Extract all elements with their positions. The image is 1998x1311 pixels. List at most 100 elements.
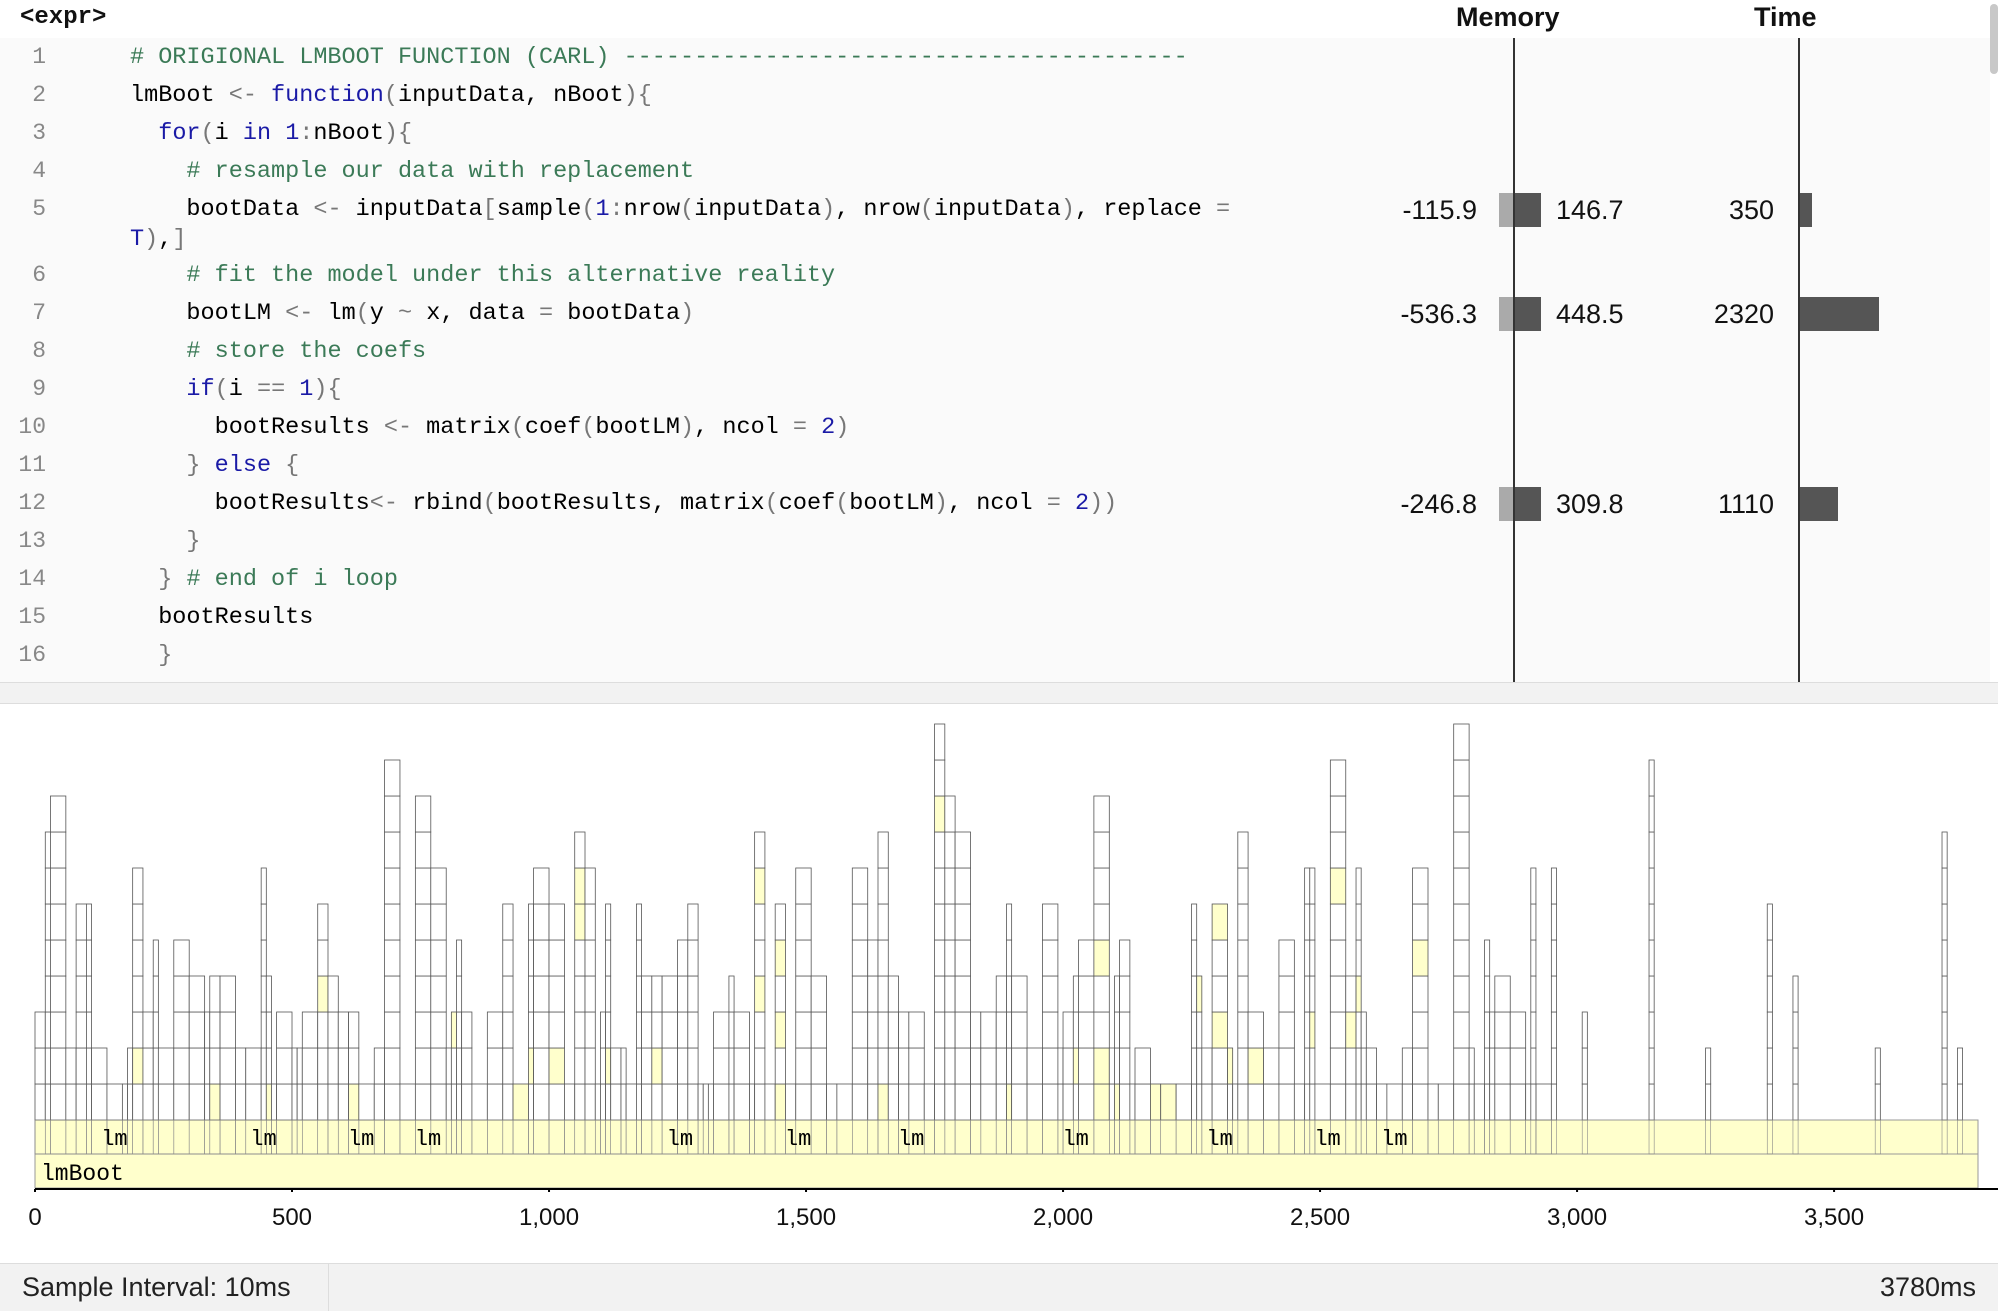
flame-frame[interactable] [34, 1047, 46, 1085]
flame-frame[interactable] [1412, 1047, 1429, 1085]
flame-frame[interactable] [1468, 1047, 1475, 1085]
flame-frame[interactable] [301, 1083, 319, 1121]
flame-frame[interactable] [1237, 1083, 1249, 1121]
flame-frame[interactable] [574, 975, 586, 1013]
flame-frame[interactable] [944, 1011, 956, 1049]
flame-frame[interactable] [934, 903, 946, 941]
flame-frame-divider[interactable] [1941, 1119, 1948, 1155]
flame-frame[interactable] [1509, 1011, 1527, 1049]
flame-frame[interactable] [1006, 1083, 1013, 1121]
flame-frame[interactable] [456, 1047, 463, 1085]
flame-frame[interactable] [1093, 1083, 1110, 1121]
flame-frame[interactable] [384, 975, 401, 1013]
flame-frame[interactable] [754, 867, 766, 905]
flame-frame[interactable] [1453, 1011, 1470, 1049]
flame-frame[interactable] [502, 1011, 514, 1049]
flame-frame[interactable] [944, 903, 956, 941]
flame-frame[interactable] [1412, 1011, 1429, 1049]
flame-frame[interactable] [754, 903, 766, 941]
flame-frame[interactable] [754, 975, 766, 1013]
flame-frame[interactable] [157, 1047, 175, 1085]
flame-frame[interactable] [651, 1047, 663, 1085]
flame-frame[interactable] [1093, 831, 1110, 869]
flame-frame[interactable] [486, 1047, 504, 1085]
code-scrollbar[interactable] [1990, 4, 1998, 74]
flame-frame[interactable] [795, 939, 812, 977]
flame-frame[interactable] [620, 1047, 627, 1085]
time-column-header[interactable]: Time [1754, 2, 1817, 32]
flame-frame[interactable] [1201, 1047, 1213, 1085]
flame-frame[interactable] [1530, 1047, 1537, 1085]
flame-frame[interactable] [764, 1083, 776, 1121]
flame-frame[interactable] [414, 1011, 432, 1049]
flame-frame[interactable] [677, 939, 689, 977]
flame-frame[interactable] [337, 1083, 349, 1121]
flame-frame-divider[interactable] [1530, 1119, 1537, 1155]
flame-frame[interactable] [923, 1083, 935, 1121]
flame-frame[interactable] [1355, 867, 1362, 905]
flame-frame[interactable] [1468, 1083, 1475, 1121]
flame-frame[interactable] [995, 1011, 1007, 1049]
flame-frame[interactable] [1329, 1047, 1347, 1085]
flame-frame[interactable] [1263, 1047, 1280, 1085]
flame-frame[interactable] [450, 1011, 457, 1049]
flame-frame-divider[interactable] [1705, 1119, 1712, 1155]
flame-frame[interactable] [209, 1083, 221, 1121]
flame-frame[interactable] [1345, 975, 1357, 1013]
flame-frame[interactable] [636, 903, 642, 941]
flame-frame[interactable] [65, 1083, 77, 1121]
flame-frame[interactable] [1648, 795, 1655, 833]
flame-frame[interactable] [1941, 975, 1948, 1013]
flame-frame[interactable] [826, 1083, 838, 1121]
flame-frame[interactable] [1247, 1047, 1264, 1085]
flame-frame[interactable] [502, 975, 514, 1013]
flame-frame[interactable] [1232, 1083, 1239, 1121]
flame-frame[interactable] [1648, 903, 1655, 941]
flame-frame[interactable] [954, 1011, 971, 1049]
flame-frame[interactable] [384, 831, 401, 869]
flame-frame[interactable] [1108, 1083, 1115, 1121]
flame-frame[interactable] [1766, 1083, 1773, 1121]
flame-frame[interactable] [1227, 1083, 1234, 1121]
flame-frame[interactable] [1437, 1083, 1455, 1121]
flame-frame[interactable] [1247, 1011, 1264, 1049]
flame-frame[interactable] [795, 1011, 812, 1049]
flame-frame[interactable] [934, 867, 946, 905]
flame-frame[interactable] [733, 1083, 750, 1121]
flame-frame[interactable] [1648, 867, 1655, 905]
flame-frame[interactable] [584, 939, 596, 977]
flame-frame[interactable] [785, 1083, 797, 1121]
flame-frame[interactable] [1329, 867, 1347, 905]
flame-frame[interactable] [1211, 1047, 1228, 1085]
flame-frame[interactable] [954, 903, 971, 941]
flame-frame[interactable] [774, 1083, 786, 1121]
flame-frame[interactable] [1360, 1011, 1367, 1049]
flame-frame[interactable] [636, 1011, 642, 1049]
flame-frame[interactable] [204, 1083, 211, 1121]
flame-frame[interactable] [75, 939, 87, 977]
flame-frame[interactable] [697, 1083, 704, 1121]
flame-frame[interactable] [204, 1011, 211, 1049]
flame-frame-divider[interactable] [1766, 1119, 1773, 1155]
flame-frame[interactable] [348, 1083, 360, 1121]
flame-frame[interactable] [414, 795, 432, 833]
flame-frame[interactable] [34, 1011, 46, 1049]
flame-frame[interactable] [1329, 975, 1347, 1013]
flame-frame[interactable] [399, 1083, 416, 1121]
flame-frame[interactable] [430, 1083, 447, 1121]
flame-frame[interactable] [574, 831, 586, 869]
flame-frame[interactable] [1237, 1047, 1249, 1085]
flame-frame[interactable] [337, 1047, 349, 1085]
flame-frame[interactable] [1648, 1083, 1655, 1121]
flame-frame[interactable] [584, 903, 596, 941]
flame-frame[interactable] [995, 1047, 1007, 1085]
flame-frame[interactable] [152, 975, 159, 1013]
flame-frame[interactable] [954, 975, 971, 1013]
flame-frame[interactable] [1453, 903, 1470, 941]
flame-frame[interactable] [260, 1011, 267, 1049]
flame-frame[interactable] [1304, 975, 1311, 1013]
flame-frame[interactable] [1412, 939, 1429, 977]
flame-frame[interactable] [1263, 1083, 1280, 1121]
flame-frame[interactable] [1211, 1011, 1228, 1049]
flame-frame[interactable] [1129, 1083, 1136, 1121]
